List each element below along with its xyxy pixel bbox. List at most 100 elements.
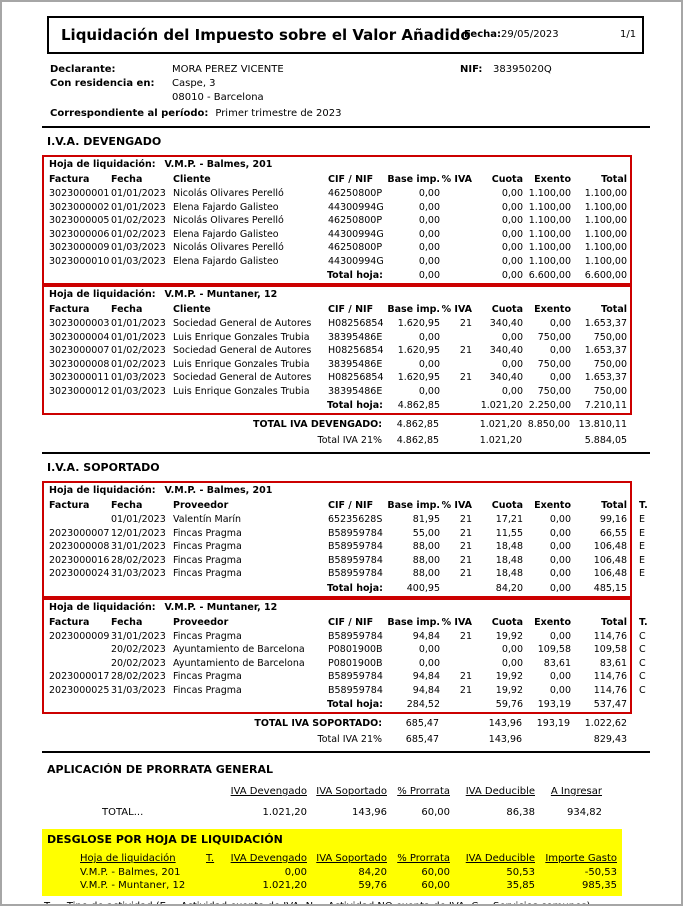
section-total-value: 143,96 [488, 718, 522, 729]
desglose-header-row: Hoja de liquidación T. IVA Devengado IVA… [42, 852, 617, 866]
soportado-totals: TOTAL IVA SOPORTADO: 685,47 143,96 193,19 1.… [2, 716, 681, 747]
desglose-header: % Prorrata [387, 852, 450, 866]
table-cell [631, 241, 651, 255]
table-cell [631, 187, 651, 201]
hoja-label-prefix: Hoja de liquidación: [49, 601, 156, 613]
table-cell: 01/01/2023 [111, 331, 166, 343]
section-divider [42, 126, 650, 128]
table-cell [42, 513, 111, 527]
table-cell [631, 214, 651, 228]
table-cell [631, 286, 651, 302]
table-cell: B58959784 [328, 671, 383, 682]
table-cell: 2023000008 [42, 540, 111, 554]
column-header: Cliente [173, 174, 211, 185]
table-cell: 1.100,00 [528, 242, 571, 253]
table-cell: Fincas Pragma [173, 568, 242, 579]
table-cell [631, 358, 651, 372]
table-cell: 0,00 [549, 318, 571, 329]
hoja-total-value [631, 268, 651, 284]
section-total-row: Total IVA 21% 4.862,85 1.021,20 5.884,05 [42, 433, 650, 448]
table-cell: 2023000016 [42, 553, 111, 567]
table-cell: B58959784 [328, 527, 383, 539]
prorrata-value: 86,38 [506, 807, 535, 818]
column-header: Factura [42, 302, 111, 317]
table-cell: 81,95 [412, 514, 440, 525]
table-row: 20/02/2023 Ayuntamiento de Barcelona P0801… [42, 656, 651, 671]
table-row: 2023000024 31/03/2023 Fincas Pragma B589597… [42, 567, 651, 581]
section-total-row: Total IVA 21% 685,47 143,96 829,43 [42, 732, 650, 747]
section-total-value [522, 732, 570, 747]
soportado-heading: I.V.A. SOPORTADO [47, 461, 160, 474]
table-cell: 46250800P [328, 215, 383, 226]
hoja-label-prefix: Hoja de liquidación: [49, 485, 156, 496]
table-cell: 17,21 [495, 514, 523, 525]
desglose-cell: V.M.P. - Muntaner, 12 [80, 880, 186, 891]
table-cell: 0,00 [501, 201, 523, 213]
hoja-total-value [631, 398, 651, 414]
table-cell [440, 657, 478, 671]
desglose-cell: 985,35 [582, 880, 617, 891]
hoja-label: Hoja de liquidación: V.M.P. - Balmes, 201 [41, 481, 633, 498]
table-cell: C [639, 644, 646, 655]
table-cell: E [639, 514, 646, 525]
table-cell: E [639, 568, 646, 579]
table-row: 2023000008 31/01/2023 Fincas Pragma B589597… [42, 540, 651, 554]
hoja-table: Hoja de liquidación: V.M.P. - Balmes, 201… [41, 155, 652, 285]
desglose-table: Hoja de liquidación T. IVA Devengado IVA… [42, 852, 617, 893]
table-cell: 18,48 [495, 541, 523, 552]
column-header: Cliente [173, 304, 211, 315]
hoja-total-value: 84,20 [478, 580, 523, 598]
table-cell: 21 [459, 345, 472, 356]
column-header: CIF / NIF [328, 500, 374, 511]
table-cell: Sociedad General de Autores [173, 345, 312, 356]
table-cell: 44300994G [328, 201, 384, 213]
table-cell: 0,00 [418, 644, 440, 655]
table-cell: 31/01/2023 [111, 630, 166, 642]
section-total-value: 4.862,85 [396, 419, 439, 430]
table-cell: C [639, 630, 646, 642]
desglose-header: T. [206, 852, 226, 866]
table-cell: 340,40 [489, 318, 523, 329]
hoja-total-value: 6.600,00 [571, 268, 633, 285]
table-cell: 1.653,37 [571, 344, 633, 358]
desglose-row: V.M.P. - Balmes, 201 0,00 84,20 60,00 50… [42, 866, 617, 880]
table-cell: B58959784 [328, 684, 383, 696]
residencia-line2: 08010 - Barcelona [172, 92, 264, 103]
hoja-label-row: Hoja de liquidación: V.M.P. - Balmes, 201 [41, 481, 651, 498]
table-cell: 2023000024 [42, 567, 111, 581]
desglose-header-label: IVA Soportado [316, 853, 387, 864]
table-cell: 1.100,00 [528, 215, 571, 226]
table-cell: H08256854 [328, 345, 384, 356]
table-row: 2023000017 28/02/2023 Fincas Pragma B589597… [42, 670, 651, 684]
column-header: Cuota [491, 304, 523, 315]
table-cell: 0,00 [549, 684, 571, 696]
prorrata-table: IVA Devengado IVA Soportado % Prorrata I… [42, 785, 602, 820]
table-cell: C [639, 657, 646, 669]
column-header: Exento [534, 616, 571, 628]
table-cell: 46250800P [328, 242, 383, 253]
table-cell: 3023000004 [42, 330, 111, 344]
table-cell: E [639, 541, 646, 552]
fecha-value: 29/05/2023 [501, 29, 559, 40]
section-divider [42, 452, 650, 454]
table-cell: 0,00 [418, 385, 440, 397]
table-cell: 114,76 [571, 670, 633, 684]
table-cell: 01/01/2023 [111, 318, 166, 329]
table-row: 20/02/2023 Ayuntamiento de Barcelona P0801… [42, 643, 651, 657]
prorrata-value: 934,82 [567, 807, 602, 818]
table-cell: Nicolás Olivares Perelló [173, 242, 284, 253]
table-row: 3023000010 01/03/2023 Elena Fajardo Galist… [42, 254, 651, 268]
section-total-value: 8.850,00 [527, 419, 570, 430]
desglose-cell: 0,00 [284, 866, 307, 878]
table-cell: 106,48 [571, 553, 633, 567]
table-cell [440, 187, 478, 201]
section-total-row: TOTAL IVA DEVENGADO: 4.862,85 1.021,20 8.85… [42, 417, 650, 432]
hoja-label-row: Hoja de liquidación: V.M.P. - Balmes, 201 [41, 155, 651, 172]
desglose-cell: V.M.P. - Balmes, 201 [80, 866, 181, 878]
hoja-name: V.M.P. - Muntaner, 12 [164, 289, 278, 300]
table-cell: Valentín Marín [173, 514, 242, 525]
column-header: CIF / NIF [328, 616, 374, 628]
column-header: Fecha [111, 304, 143, 315]
table-row: 3023000008 01/02/2023 Luis Enrique Gonzale… [42, 357, 651, 372]
table-cell: 1.100,00 [528, 255, 571, 267]
